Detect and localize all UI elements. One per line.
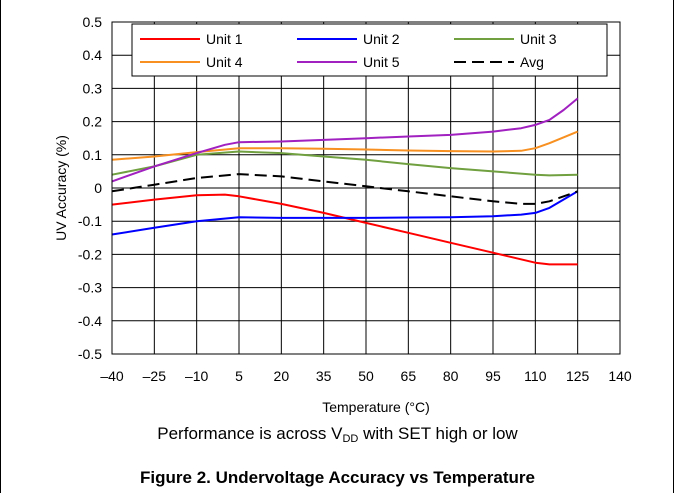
performance-note: Performance is across VDD with SET high …	[0, 424, 675, 445]
series-line-avg	[111, 173, 579, 205]
performance-note-suffix: with SET high or low	[358, 424, 518, 443]
y-tick-label: 0.1	[83, 147, 103, 163]
y-tick-label: 0.3	[83, 80, 103, 96]
y-tick-label: -0.2	[78, 246, 102, 262]
x-tick-label: –25	[143, 368, 167, 384]
y-tick-label: 0	[94, 180, 102, 196]
x-tick-label: 20	[274, 368, 290, 384]
x-tick-label: 80	[443, 368, 459, 384]
series-line-unit-4	[111, 130, 579, 161]
legend-label: Unit 4	[206, 54, 243, 70]
legend-label: Unit 5	[363, 54, 400, 70]
series-line-unit-5	[111, 97, 579, 183]
x-tick-label: 110	[524, 368, 547, 384]
x-tick-label: 50	[358, 368, 374, 384]
y-axis-label: UV Accuracy (%)	[53, 135, 69, 241]
axes	[111, 21, 621, 355]
x-tick-label: 65	[401, 368, 417, 384]
legend-label: Unit 3	[520, 31, 557, 47]
tick-labels: –40 –25 –10 5 20 35 50 65 80 95 110 125 140 -0.5 -0.4 -…	[78, 14, 632, 384]
line-chart: Unit 1 Unit 2 Unit 3 Unit 4 Unit 5 Avg –40 –25…	[53, 14, 632, 415]
legend-box	[131, 23, 608, 77]
series-line-unit-3	[111, 150, 578, 177]
performance-note-prefix: Performance is across V	[157, 424, 343, 443]
x-tick-label: 140	[608, 368, 632, 384]
y-tick-label: -0.5	[78, 346, 102, 362]
y-tick-label: -0.3	[78, 280, 102, 296]
y-tick-label: 0.5	[83, 14, 103, 30]
legend: Unit 1 Unit 2 Unit 3 Unit 4 Unit 5 Avg	[131, 23, 608, 77]
legend-label: Unit 1	[206, 31, 243, 47]
series-line-unit-2	[111, 190, 579, 236]
x-tick-label: –10	[185, 368, 209, 384]
y-tick-label: -0.4	[78, 313, 102, 329]
performance-note-subscript: DD	[342, 433, 359, 445]
x-tick-label: –40	[100, 368, 124, 384]
x-tick-label: 125	[566, 368, 590, 384]
figure-caption: Figure 2. Undervoltage Accuracy vs Tempe…	[140, 468, 535, 487]
legend-label: Unit 2	[363, 31, 400, 47]
y-tick-label: 0.2	[83, 114, 103, 130]
x-tick-label: 35	[316, 368, 332, 384]
series-lines	[111, 97, 579, 266]
x-axis-label: Temperature (°C)	[322, 399, 430, 415]
x-tick-label: 5	[235, 368, 243, 384]
legend-label: Avg	[520, 54, 544, 70]
plot-area-border	[111, 21, 621, 355]
y-tick-label: 0.4	[83, 47, 103, 63]
x-tick-label: 95	[485, 368, 501, 384]
y-tick-label: -0.1	[78, 213, 102, 229]
